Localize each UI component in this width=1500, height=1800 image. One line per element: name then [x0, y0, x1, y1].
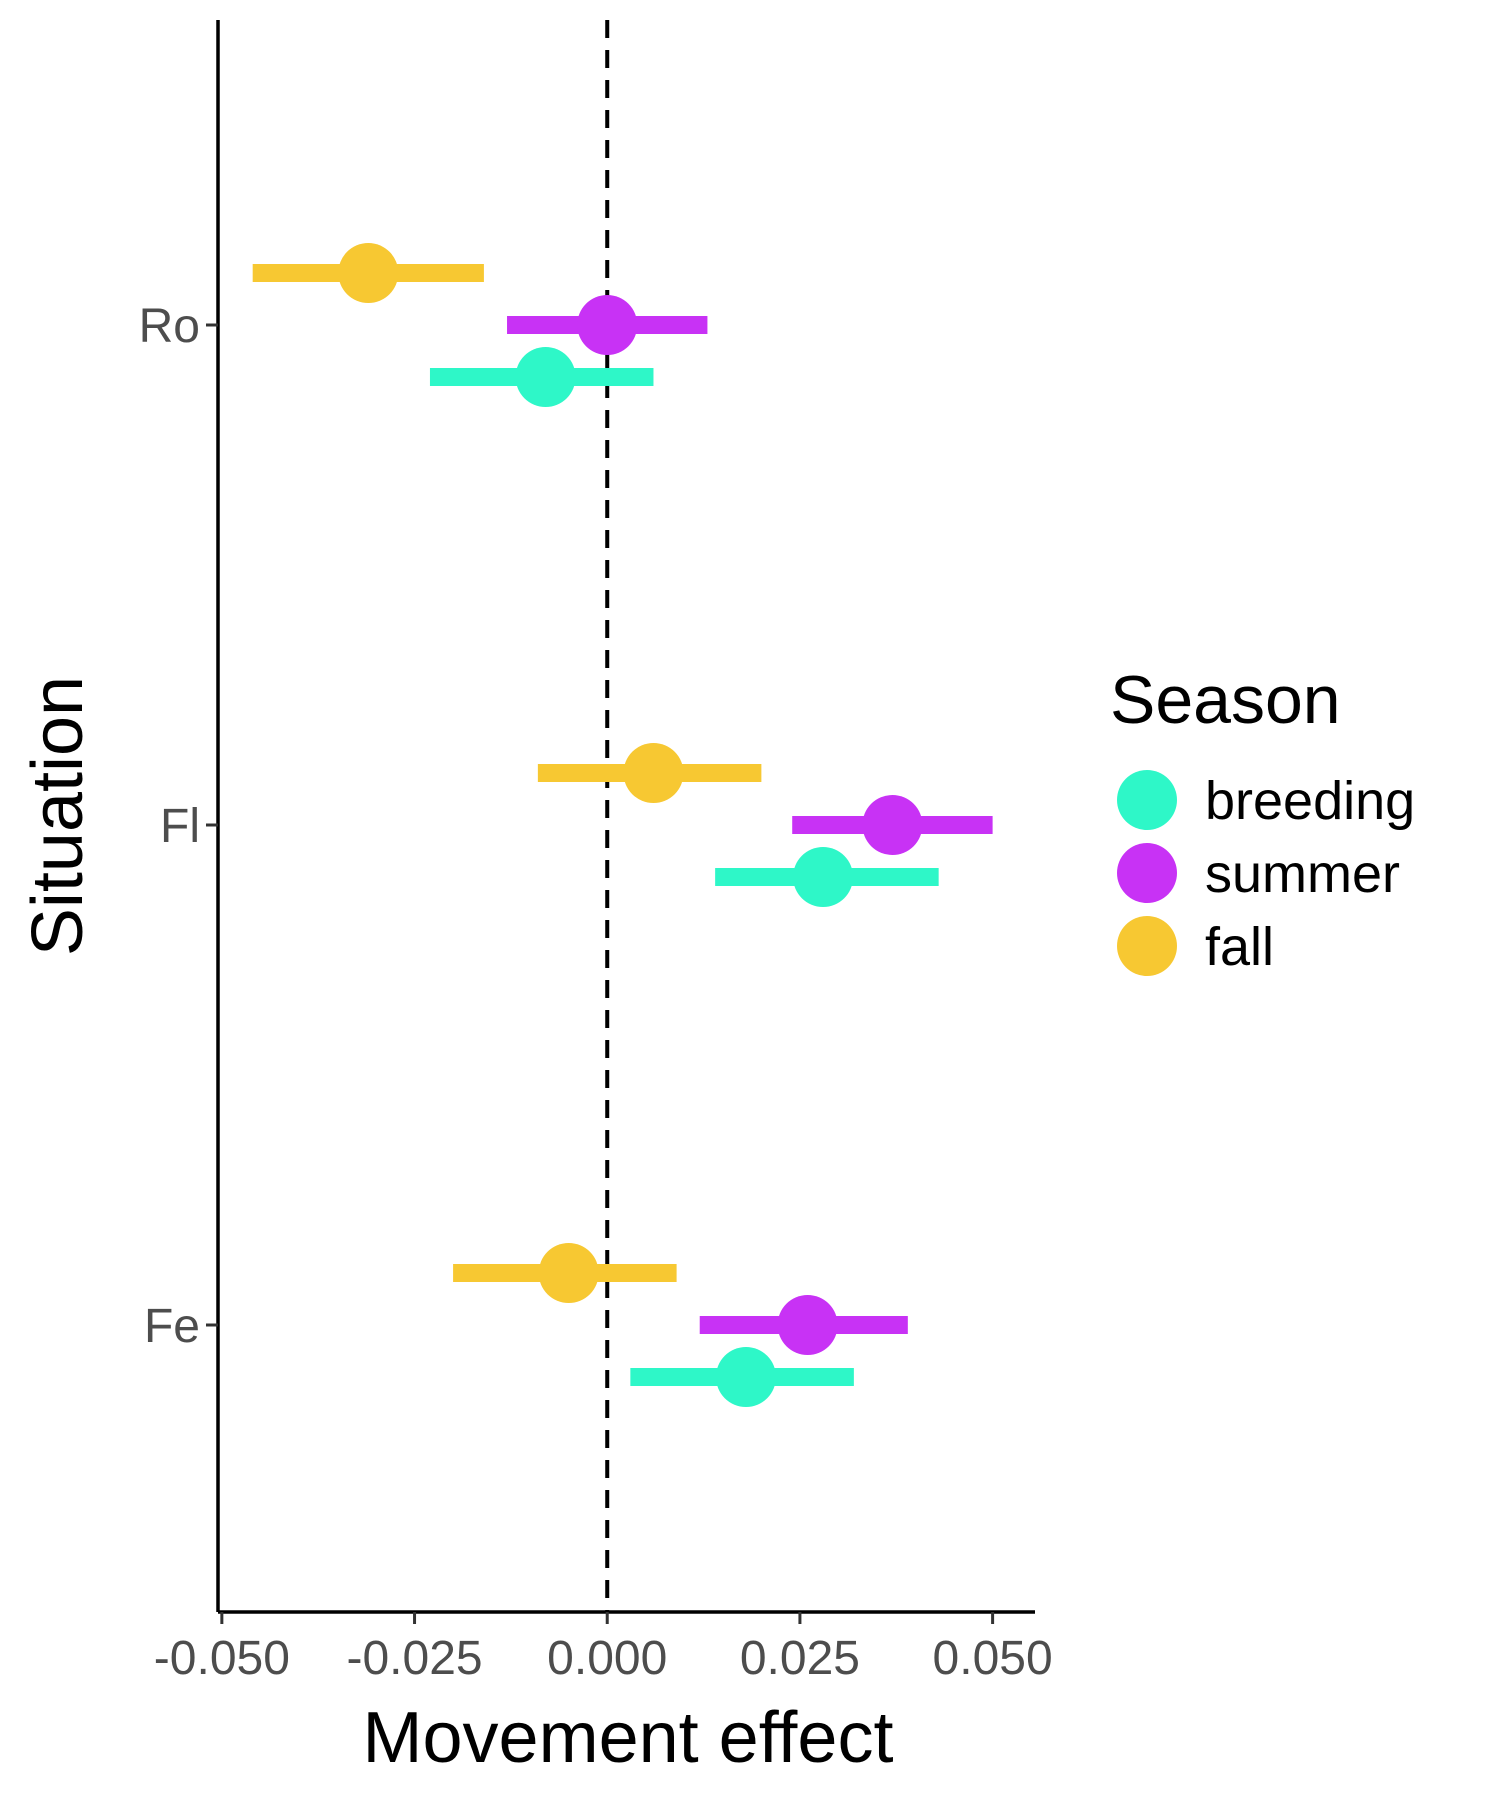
point-fall-Ro: [338, 243, 399, 303]
legend-key-fall: [1117, 916, 1177, 976]
legend-label-breeding: breeding: [1205, 771, 1415, 831]
point-summer-Ro: [577, 295, 638, 355]
point-fall-Fl: [623, 743, 684, 803]
x-tick-label: 0.050: [933, 1632, 1053, 1685]
point-summer-Fe: [777, 1295, 838, 1355]
y-axis-title: Situation: [18, 676, 98, 956]
legend-label-summer: summer: [1205, 844, 1400, 904]
x-tick-label: 0.025: [740, 1632, 860, 1685]
point-summer-Fl: [862, 795, 923, 855]
legend-key-summer: [1117, 843, 1177, 903]
legend-key-breeding: [1117, 770, 1177, 830]
x-axis-title: Movement effect: [363, 1698, 894, 1778]
legend: Season breeding summer fall: [1110, 662, 1415, 977]
x-tick-label: -0.050: [154, 1632, 290, 1685]
y-tick-label: Ro: [139, 300, 200, 353]
y-tick-label: Fe: [144, 1300, 200, 1353]
x-tick-label: 0.000: [547, 1632, 667, 1685]
plot-area: [252, 20, 993, 1612]
point-breeding-Fl: [793, 847, 854, 907]
y-tick-label: Fl: [160, 800, 200, 853]
point-breeding-Ro: [515, 347, 576, 407]
point-breeding-Fe: [715, 1347, 776, 1407]
x-tick-label: -0.025: [346, 1632, 482, 1685]
point-fall-Fe: [538, 1243, 599, 1303]
legend-label-fall: fall: [1205, 917, 1274, 977]
axes: -0.050 -0.025 0.000 0.025 0.050 Ro Fl Fe: [139, 20, 1053, 1685]
legend-title: Season: [1110, 662, 1341, 738]
